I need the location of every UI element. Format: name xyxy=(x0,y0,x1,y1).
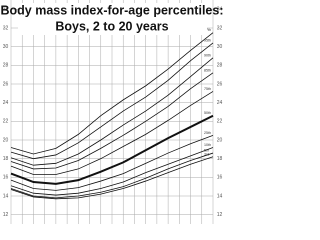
y-tick-label-right: 20 xyxy=(217,137,223,143)
chart: 12 12 14 14 16 16 18 18 20 20 22 22 24 24 26 26 28 28 30 30… xyxy=(1,0,224,224)
y-tick-label-right: 16 xyxy=(217,175,223,181)
y-tick-label-right: 12 xyxy=(217,212,223,218)
percentile-label: 10th xyxy=(204,143,211,147)
chart-title: Body mass index-for-age percentiles: xyxy=(1,3,224,17)
chart-subtitle: Boys, 2 to 20 years xyxy=(55,19,168,33)
percentile-curve xyxy=(10,114,214,185)
y-tick-label: 34 xyxy=(3,7,9,13)
percentile-curve xyxy=(10,42,214,160)
percentile-curve xyxy=(10,134,214,191)
y-tick-label-right: 28 xyxy=(217,63,223,69)
percentile-curve xyxy=(10,152,214,199)
y-tick-label: 12 xyxy=(3,212,9,218)
y-tick-label: 26 xyxy=(3,81,9,87)
percentile-label: 75th xyxy=(204,87,211,91)
y-tick-label-right: 18 xyxy=(217,156,223,162)
y-tick-label: 18 xyxy=(3,156,9,162)
percentile-label: 25th xyxy=(204,131,211,135)
y-tick-label: 22 xyxy=(3,119,9,125)
percentile-curve xyxy=(10,147,214,196)
y-tick-label: 20 xyxy=(3,137,9,143)
percentile-curve xyxy=(10,72,214,170)
y-tick-label-right: 26 xyxy=(217,81,223,87)
percentile-label: 97th xyxy=(204,28,211,32)
percentile-label: 95th xyxy=(204,38,211,42)
percentile-label: 5th xyxy=(204,149,209,153)
y-tick-label-right: 34 xyxy=(217,7,223,13)
percentile-curve xyxy=(10,32,214,155)
percentile-curve xyxy=(10,156,214,200)
y-tick-label-right: 32 xyxy=(217,25,223,31)
y-tick-label-right: 24 xyxy=(217,100,223,106)
y-tick-label: 16 xyxy=(3,175,9,181)
title-box xyxy=(18,3,207,35)
percentile-label: 90th xyxy=(204,53,211,57)
y-tick-label: 28 xyxy=(3,63,9,69)
percentile-curve xyxy=(10,57,214,166)
percentile-label: 50th xyxy=(204,111,211,115)
y-tick-label-right: 30 xyxy=(217,44,223,50)
percentile-label: 3rd xyxy=(204,152,209,156)
y-tick-label-right: 14 xyxy=(217,193,223,199)
percentile-curve xyxy=(10,91,214,175)
percentile-label: 85th xyxy=(204,68,211,72)
y-tick-label: 32 xyxy=(3,25,9,31)
y-tick-label: 30 xyxy=(3,44,9,50)
y-tick-label: 24 xyxy=(3,100,9,106)
y-tick-label: 14 xyxy=(3,193,9,199)
y-tick-label-right: 22 xyxy=(217,119,223,125)
